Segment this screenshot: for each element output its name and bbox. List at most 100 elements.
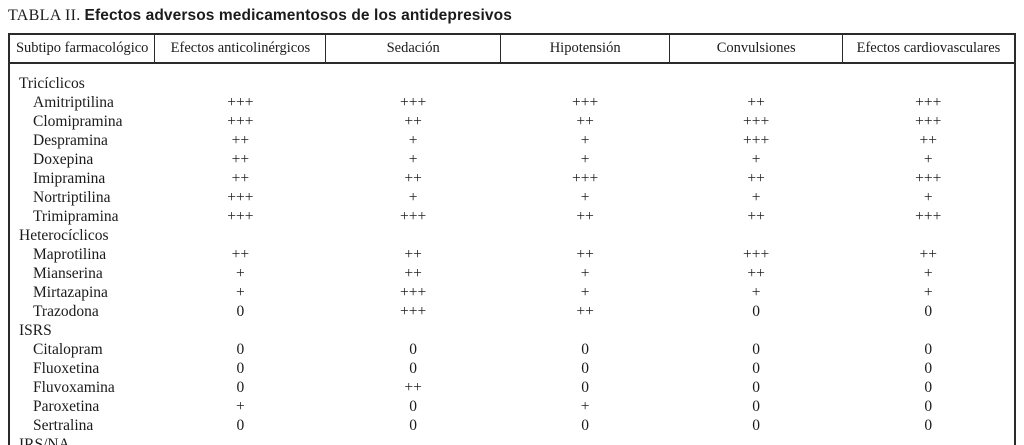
severity-value: 0 bbox=[236, 379, 245, 396]
header-sedacion: Sedación bbox=[325, 33, 501, 64]
severity-value: +++ bbox=[227, 94, 254, 111]
severity-value: +++ bbox=[227, 208, 254, 225]
drug-name: Amitriptilina bbox=[33, 94, 114, 111]
severity-value: + bbox=[408, 189, 418, 206]
severity-value bbox=[155, 63, 326, 93]
severity-value: +++ bbox=[400, 303, 427, 320]
severity-value: ++ bbox=[404, 170, 422, 187]
drug-row: Fluoxetina 0 0 0 0 0 bbox=[9, 359, 1015, 378]
severity-value: +++ bbox=[400, 208, 427, 225]
severity-value: + bbox=[235, 265, 245, 282]
severity-value: 0 bbox=[236, 341, 245, 358]
table-body: Tricíclicos Amitriptilina +++ +++ +++ ++ +++ Cl… bbox=[9, 63, 1015, 445]
severity-value: ++ bbox=[576, 246, 594, 263]
severity-value bbox=[842, 226, 1015, 245]
group-row: ISRS bbox=[9, 321, 1015, 340]
drug-row: Clomipramina +++ ++ ++ +++ +++ bbox=[9, 112, 1015, 131]
drug-row: Despramina ++ + + +++ ++ bbox=[9, 131, 1015, 150]
severity-value: 0 bbox=[236, 303, 245, 320]
severity-value: 0 bbox=[236, 417, 245, 434]
severity-value: 0 bbox=[409, 341, 418, 358]
drug-row: Paroxetina +0 +0 0 bbox=[9, 397, 1015, 416]
table-caption: Efectos adversos medicamentosos de los a… bbox=[84, 7, 512, 24]
drug-name: Despramina bbox=[33, 132, 108, 149]
header-convulsiones: Convulsiones bbox=[669, 33, 843, 64]
severity-value bbox=[500, 435, 670, 445]
severity-value: ++ bbox=[231, 170, 250, 187]
group-label: ISRS bbox=[19, 322, 52, 339]
severity-value: +++ bbox=[400, 94, 427, 111]
severity-value: ++ bbox=[404, 265, 422, 282]
header-efectos-anticolinergicos: Efectos anticolinérgicos bbox=[154, 33, 327, 64]
severity-value: ++ bbox=[747, 94, 765, 111]
severity-value: +++ bbox=[915, 170, 942, 187]
drug-name: Fluvoxamina bbox=[33, 379, 115, 396]
severity-value: + bbox=[923, 151, 933, 168]
severity-value: ++ bbox=[747, 170, 765, 187]
severity-value: + bbox=[235, 398, 245, 415]
drug-name: Paroxetina bbox=[33, 398, 100, 415]
drug-row: Imipramina ++ ++ +++ ++ +++ bbox=[9, 169, 1015, 188]
group-label: IRS/NA bbox=[19, 436, 70, 445]
severity-value: +++ bbox=[743, 246, 770, 263]
severity-value: 0 bbox=[752, 417, 761, 434]
severity-value bbox=[670, 63, 843, 93]
header-subtipo-farmacologico: Subtipo farmacológico bbox=[8, 33, 156, 64]
severity-value: +++ bbox=[743, 132, 770, 149]
severity-value: + bbox=[923, 265, 933, 282]
severity-value: 0 bbox=[409, 360, 418, 377]
severity-value bbox=[326, 63, 501, 93]
drug-name: Mirtazapina bbox=[33, 284, 108, 301]
severity-value: 0 bbox=[924, 379, 933, 396]
severity-value: + bbox=[580, 132, 590, 149]
severity-value: +++ bbox=[743, 113, 770, 130]
drug-row: Sertralina 0 0 0 0 0 bbox=[9, 416, 1015, 435]
severity-value bbox=[500, 63, 670, 93]
severity-value bbox=[670, 226, 843, 245]
severity-value: 0 bbox=[924, 303, 933, 320]
severity-value: + bbox=[923, 284, 933, 301]
severity-value: 0 bbox=[752, 360, 761, 377]
severity-value: ++ bbox=[231, 151, 250, 168]
severity-value: + bbox=[580, 265, 590, 282]
adverse-effects-table: Subtipo farmacológico Efectos anticoliné… bbox=[8, 33, 1016, 445]
severity-value: + bbox=[580, 398, 590, 415]
severity-value: ++ bbox=[576, 208, 594, 225]
severity-value bbox=[500, 321, 670, 340]
severity-value: +++ bbox=[572, 94, 599, 111]
drug-row: Mianserina + ++ + ++ + bbox=[9, 264, 1015, 283]
severity-value bbox=[155, 435, 326, 445]
severity-value: 0 bbox=[924, 341, 933, 358]
severity-value: 0 bbox=[924, 398, 933, 415]
severity-value: + bbox=[923, 189, 933, 206]
group-row: Heterocíclicos bbox=[9, 226, 1015, 245]
drug-name: Imipramina bbox=[33, 170, 106, 187]
severity-value: ++ bbox=[231, 132, 250, 149]
severity-value: ++ bbox=[404, 113, 422, 130]
drug-name: Mianserina bbox=[33, 265, 103, 282]
severity-value: ++ bbox=[231, 246, 250, 263]
severity-value: ++ bbox=[576, 303, 594, 320]
severity-value: 0 bbox=[924, 360, 933, 377]
header-row: Subtipo farmacológico Efectos anticoliné… bbox=[8, 33, 1016, 64]
drug-name: Nortriptilina bbox=[33, 189, 111, 206]
severity-value: 0 bbox=[752, 303, 761, 320]
drug-name: Trimipramina bbox=[33, 208, 119, 225]
drug-row: Maprotilina ++ ++ ++ +++ ++ bbox=[9, 245, 1015, 264]
severity-value: 0 bbox=[236, 360, 245, 377]
severity-value: + bbox=[751, 189, 761, 206]
severity-value: + bbox=[751, 151, 761, 168]
drug-name: Doxepina bbox=[33, 151, 94, 168]
drug-name: Trazodona bbox=[33, 303, 99, 320]
drug-name: Clomipramina bbox=[33, 113, 123, 130]
severity-value bbox=[155, 226, 326, 245]
severity-value: 0 bbox=[581, 360, 590, 377]
severity-value: +++ bbox=[227, 113, 254, 130]
severity-value: 0 bbox=[409, 417, 418, 434]
severity-value bbox=[326, 321, 501, 340]
severity-value: +++ bbox=[227, 189, 254, 206]
header-efectos-cardiovasculares: Efectos cardiovasculares bbox=[841, 33, 1016, 64]
severity-value bbox=[500, 226, 670, 245]
drug-row: Doxepina ++ + + + + bbox=[9, 150, 1015, 169]
drug-name: Sertralina bbox=[33, 417, 94, 434]
